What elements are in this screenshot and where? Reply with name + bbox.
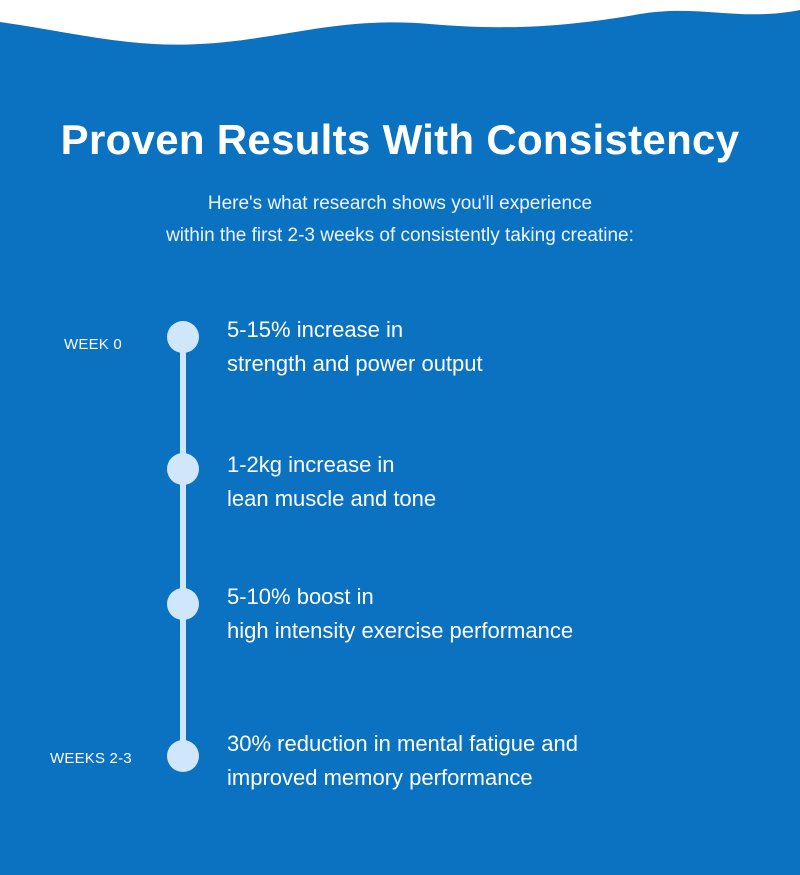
subtitle-line: within the first 2-3 weeks of consistent… xyxy=(166,225,634,246)
timeline-item-detail: high intensity exercise performance xyxy=(227,618,574,643)
page-title: Proven Results With Consistency xyxy=(60,116,740,163)
timeline-item-detail: strength and power output xyxy=(227,351,483,376)
timeline-item: 5-10% boost in high intensity exercise p… xyxy=(227,580,573,648)
timeline-item-detail: lean muscle and tone xyxy=(227,486,437,511)
subtitle: Here's what research shows you'll experi… xyxy=(0,188,800,252)
top-wave-decoration xyxy=(0,0,800,45)
timeline-start-label: WEEK 0 xyxy=(64,336,122,353)
timeline-dot xyxy=(167,588,199,620)
timeline-item-detail: improved memory performance xyxy=(227,765,533,790)
timeline-item: 5-15% increase in strength and power out… xyxy=(227,313,483,381)
timeline-dot xyxy=(167,321,199,353)
timeline-item-headline: 1-2kg increase in xyxy=(227,452,395,477)
timeline-item: 1-2kg increase in lean muscle and tone xyxy=(227,448,436,516)
timeline-line xyxy=(180,336,186,756)
timeline-item-headline: 5-10% boost in xyxy=(227,584,374,609)
timeline-item-headline: 30% reduction in mental fatigue and xyxy=(227,731,579,756)
subtitle-line: Here's what research shows you'll experi… xyxy=(207,193,593,214)
timeline-item: 30% reduction in mental fatigue and impr… xyxy=(227,727,578,795)
timeline-dot xyxy=(167,453,199,485)
timeline-dot xyxy=(167,740,199,772)
timeline-end-label: WEEKS 2-3 xyxy=(50,750,132,767)
timeline-item-headline: 5-15% increase in xyxy=(227,317,404,342)
